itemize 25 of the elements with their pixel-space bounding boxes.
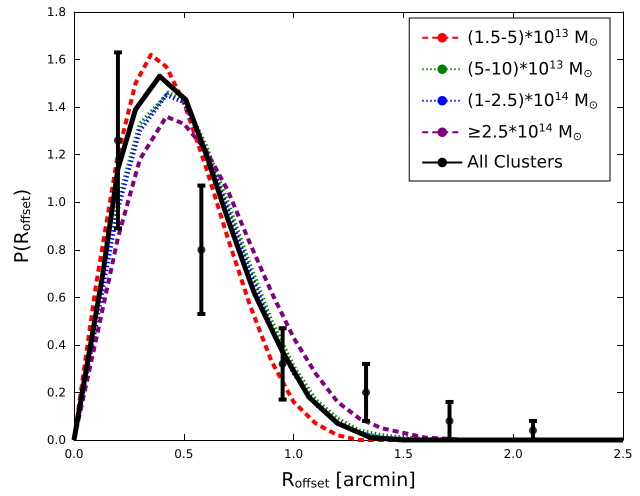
point xyxy=(197,246,206,254)
point xyxy=(114,136,122,144)
x-tick-label: 2.0 xyxy=(504,447,523,461)
y-tick-label: 0.4 xyxy=(46,338,66,352)
y-tick-label: 0.6 xyxy=(46,290,66,304)
point xyxy=(278,360,287,368)
y-tick-label: 1.6 xyxy=(46,52,66,67)
x-tick-label: 2.5 xyxy=(613,447,633,461)
x-tick-label: 1.5 xyxy=(394,447,413,461)
x-tick-label: 0.0 xyxy=(64,447,84,461)
y-tick-label: 0.2 xyxy=(46,385,66,400)
point xyxy=(446,416,454,425)
x-axis-title: Roffset [arcmin] xyxy=(281,468,416,491)
y-tick-label: 1.2 xyxy=(46,148,66,162)
y-tick-label: 1.0 xyxy=(46,195,66,210)
y-tick-label: 1.4 xyxy=(46,100,66,114)
x-tick-label: 1.0 xyxy=(284,447,304,461)
y-tick-label: 0.0 xyxy=(46,433,66,447)
y-tick-label: 1.8 xyxy=(46,5,66,19)
x-tick-label: 0.5 xyxy=(174,447,194,461)
y-axis-title: P(Roffset) xyxy=(11,188,34,264)
point xyxy=(362,388,370,396)
y-tick-label: 0.8 xyxy=(46,242,66,257)
legend-label: All Clusters xyxy=(467,152,564,172)
point xyxy=(528,426,537,434)
